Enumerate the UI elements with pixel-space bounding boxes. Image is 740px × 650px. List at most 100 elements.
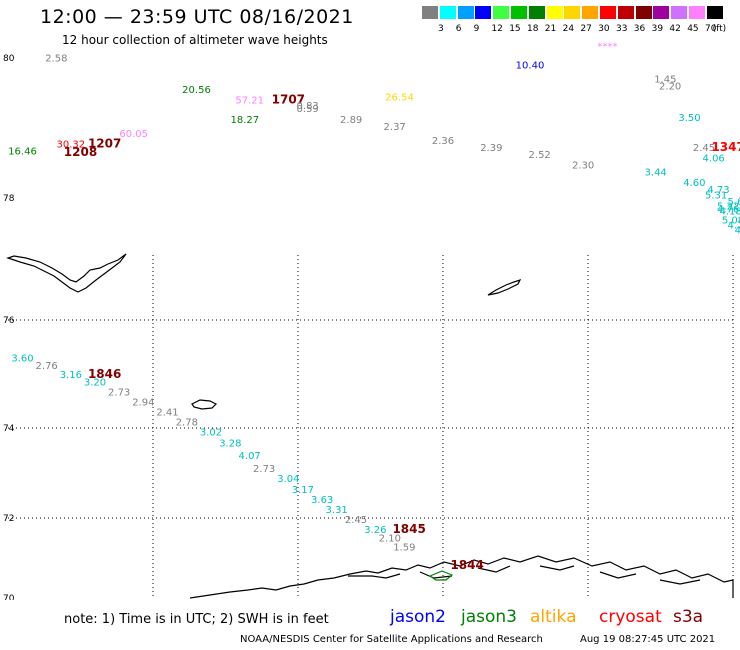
satellite-legend-cryosat: cryosat bbox=[599, 607, 662, 627]
wave-height-value: 0.59 bbox=[297, 104, 319, 115]
satellite-legend-s3a: s3a bbox=[673, 607, 704, 627]
satellite-legend-altika: altika bbox=[530, 607, 577, 627]
axis-labels: 807876747270151821242730 bbox=[3, 54, 15, 600]
lat-tick-label: 72 bbox=[3, 514, 14, 524]
pass-time-label: 1844 bbox=[450, 558, 483, 572]
scale-label: 9 bbox=[473, 24, 480, 34]
wave-height-value: **** bbox=[597, 42, 617, 53]
wave-height-value: 4.18 bbox=[719, 207, 740, 218]
lat-tick-label: 78 bbox=[3, 194, 15, 204]
pass-time-label: 1347 bbox=[711, 140, 740, 154]
wave-height-value: 2.89 bbox=[340, 115, 362, 126]
wave-height-value: 2.73 bbox=[108, 388, 130, 399]
wave-height-value: 2.58 bbox=[45, 54, 67, 65]
wave-height-value: 20.56 bbox=[182, 85, 211, 96]
wave-height-value: 5.31 bbox=[705, 191, 727, 202]
wave-height-value: 2.36 bbox=[432, 136, 454, 147]
wave-height-value: 2.78 bbox=[176, 418, 198, 429]
scale-label: 36 bbox=[633, 24, 646, 34]
wave-height-value: 5.22 bbox=[717, 202, 739, 213]
wave-height-value: 2.45 bbox=[693, 143, 715, 154]
wave-height-value: 2.73 bbox=[253, 464, 275, 475]
wave-height-value: 4.76 bbox=[717, 205, 739, 216]
scale-swatch bbox=[564, 6, 581, 19]
scale-label: 24 bbox=[562, 24, 575, 34]
wave-height-value: 16.46 bbox=[8, 147, 37, 158]
wave-height-value: 3.28 bbox=[219, 439, 241, 450]
wave-height-value: 2.94 bbox=[132, 398, 154, 409]
wave-height-value: 3.02 bbox=[200, 428, 222, 439]
scale-swatch bbox=[671, 6, 688, 19]
wave-height-value: 2.45 bbox=[345, 515, 367, 526]
pass-time-label: 1707 bbox=[272, 93, 305, 107]
wave-height-value: 26.54 bbox=[385, 93, 414, 104]
credit-line: NOAA/NESDIS Center for Satellite Applica… bbox=[240, 634, 543, 645]
wave-height-value: 30.32 bbox=[57, 140, 86, 151]
wave-height-value: 2.10 bbox=[379, 534, 401, 545]
scale-label: 18 bbox=[527, 24, 539, 34]
wave-height-value: 2.52 bbox=[529, 150, 551, 161]
generated-timestamp: Aug 19 08:27:45 UTC 2021 bbox=[580, 634, 716, 645]
map-title: 12:00 — 23:59 UTC 08/16/2021 bbox=[40, 6, 354, 28]
wave-height-value: 4.60 bbox=[683, 178, 705, 189]
wave-height-value: 5.08 bbox=[722, 216, 740, 227]
kong-karls-land-coast bbox=[487, 278, 522, 296]
scale-swatch bbox=[439, 6, 456, 19]
map-subtitle: 12 hour collection of altimeter wave hei… bbox=[62, 33, 328, 47]
wave-height-value: 3.50 bbox=[678, 113, 700, 124]
lat-tick-label: 74 bbox=[3, 424, 15, 434]
lat-tick-label: 80 bbox=[3, 54, 15, 64]
satellite-legend-jason2: jason2 bbox=[390, 607, 446, 627]
scale-swatch bbox=[422, 6, 438, 19]
wave-height-value: 3.26 bbox=[364, 525, 386, 536]
wave-height-value: 3.20 bbox=[84, 378, 106, 389]
pass-time-label: 1845 bbox=[392, 522, 425, 536]
bjornoya-coast bbox=[191, 399, 218, 410]
scale-swatch bbox=[475, 6, 492, 19]
scale-label: 42 bbox=[669, 24, 681, 34]
pass-time-label: 1208 bbox=[64, 145, 97, 159]
scale-swatch bbox=[511, 6, 527, 19]
wave-height-value: 4.73 bbox=[707, 185, 729, 196]
wave-height-value: 4.07 bbox=[239, 451, 261, 462]
scale-swatch bbox=[582, 6, 599, 19]
scale-unit: (ft) bbox=[712, 24, 727, 34]
scale-label: 45 bbox=[687, 24, 699, 34]
scale-label: 15 bbox=[509, 24, 521, 34]
scale-label: 6 bbox=[455, 24, 462, 34]
wave-height-value: 1.45 bbox=[654, 75, 676, 86]
wave-height-value: 3.44 bbox=[645, 168, 667, 179]
wave-height-value: 3.17 bbox=[292, 485, 314, 496]
pass-time-label: 1846 bbox=[88, 367, 121, 381]
wave-height-value: 18.27 bbox=[231, 115, 260, 126]
scale-swatch bbox=[546, 6, 563, 19]
scale-label: 27 bbox=[580, 24, 592, 34]
scale-label: 70 bbox=[705, 24, 717, 34]
wave-height-value: 1.59 bbox=[393, 543, 415, 554]
wave-height-value: 3.60 bbox=[11, 354, 33, 365]
wave-height-value: 2.76 bbox=[36, 361, 58, 372]
scale-swatch bbox=[653, 6, 670, 19]
scale-label: 39 bbox=[651, 24, 664, 34]
scale-swatch bbox=[528, 6, 545, 19]
wave-height-value: 57.21 bbox=[235, 96, 264, 107]
scale-swatch bbox=[493, 6, 510, 19]
coastlines bbox=[6, 253, 734, 599]
wave-height-value: 5.6 bbox=[727, 197, 740, 208]
wave-height-value: 60.05 bbox=[119, 129, 148, 140]
scale-swatch bbox=[689, 6, 705, 19]
scale-swatch bbox=[706, 6, 723, 19]
pass-time-label: 1207 bbox=[88, 137, 121, 151]
scale-label: 3 bbox=[438, 24, 444, 34]
wave-height-value: 4 bbox=[735, 226, 740, 237]
scale-label: 30 bbox=[598, 24, 610, 34]
wave-height-value: 2.30 bbox=[572, 161, 594, 172]
lat-tick-label: 70 bbox=[3, 594, 15, 600]
scale-swatch bbox=[617, 6, 634, 19]
wave-height-value: 4.06 bbox=[703, 154, 725, 165]
scale-label: 21 bbox=[544, 24, 557, 34]
wave-height-value: 3.04 bbox=[277, 474, 299, 485]
wave-height-value: 3.31 bbox=[326, 505, 348, 516]
scale-swatch bbox=[635, 6, 652, 19]
